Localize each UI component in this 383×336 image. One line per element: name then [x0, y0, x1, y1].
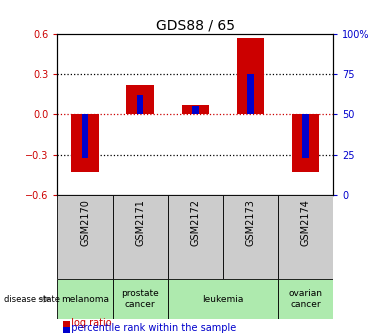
- Text: ovarian
cancer: ovarian cancer: [289, 289, 322, 309]
- Text: GSM2173: GSM2173: [246, 199, 255, 246]
- Text: percentile rank within the sample: percentile rank within the sample: [65, 323, 236, 333]
- Bar: [57, 195, 113, 279]
- Text: GSM2172: GSM2172: [190, 199, 200, 246]
- Bar: [57, 279, 113, 319]
- Bar: [247, 74, 254, 114]
- Text: GSM2170: GSM2170: [80, 199, 90, 246]
- Bar: [292, 114, 319, 172]
- Text: GSM2171: GSM2171: [135, 199, 145, 246]
- Bar: [113, 195, 168, 279]
- Bar: [237, 38, 264, 114]
- Bar: [302, 114, 309, 158]
- Bar: [113, 279, 168, 319]
- Bar: [278, 195, 333, 279]
- Bar: [278, 279, 333, 319]
- Text: GSM2174: GSM2174: [301, 199, 311, 246]
- Text: leukemia: leukemia: [202, 295, 244, 303]
- Bar: [168, 279, 278, 319]
- Bar: [182, 105, 209, 114]
- Bar: [63, 321, 70, 327]
- Text: prostate
cancer: prostate cancer: [121, 289, 159, 309]
- Text: log ratio: log ratio: [65, 318, 112, 328]
- Text: melanoma: melanoma: [61, 295, 109, 303]
- Bar: [168, 195, 223, 279]
- Bar: [192, 106, 199, 114]
- Text: disease state: disease state: [4, 295, 60, 303]
- Bar: [63, 327, 70, 333]
- Title: GDS88 / 65: GDS88 / 65: [156, 18, 235, 33]
- Bar: [82, 114, 88, 158]
- Bar: [126, 85, 154, 114]
- Bar: [137, 95, 144, 114]
- Bar: [223, 195, 278, 279]
- Bar: [71, 114, 99, 172]
